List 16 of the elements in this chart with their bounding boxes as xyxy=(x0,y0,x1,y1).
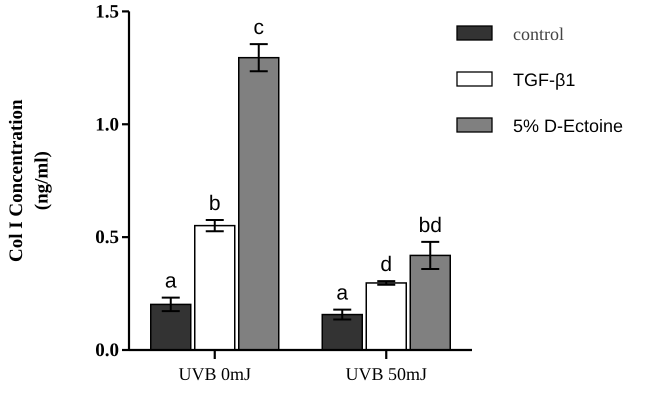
legend-label: control xyxy=(513,24,564,44)
data-label: b xyxy=(208,192,221,215)
x-tick-label: UVB 50mJ xyxy=(345,364,428,384)
legend-label: TGF-β1 xyxy=(513,70,576,90)
y-tick-label: 1.0 xyxy=(95,114,119,136)
data-label: bd xyxy=(418,214,442,237)
y-tick-label: 0.0 xyxy=(95,340,119,362)
data-label: c xyxy=(254,16,264,40)
data-label: a xyxy=(336,282,348,305)
data-label: a xyxy=(164,270,177,293)
y-tick-label: 0.5 xyxy=(95,227,119,248)
legend-label: 5% D-Ectoine xyxy=(513,116,624,136)
y-axis-title: Col I Concentration (ng/ml) xyxy=(6,99,53,262)
x-tick-label: UVB 0mJ xyxy=(178,364,252,384)
y-tick-label: 1.5 xyxy=(95,1,119,22)
data-label: d xyxy=(380,253,392,276)
